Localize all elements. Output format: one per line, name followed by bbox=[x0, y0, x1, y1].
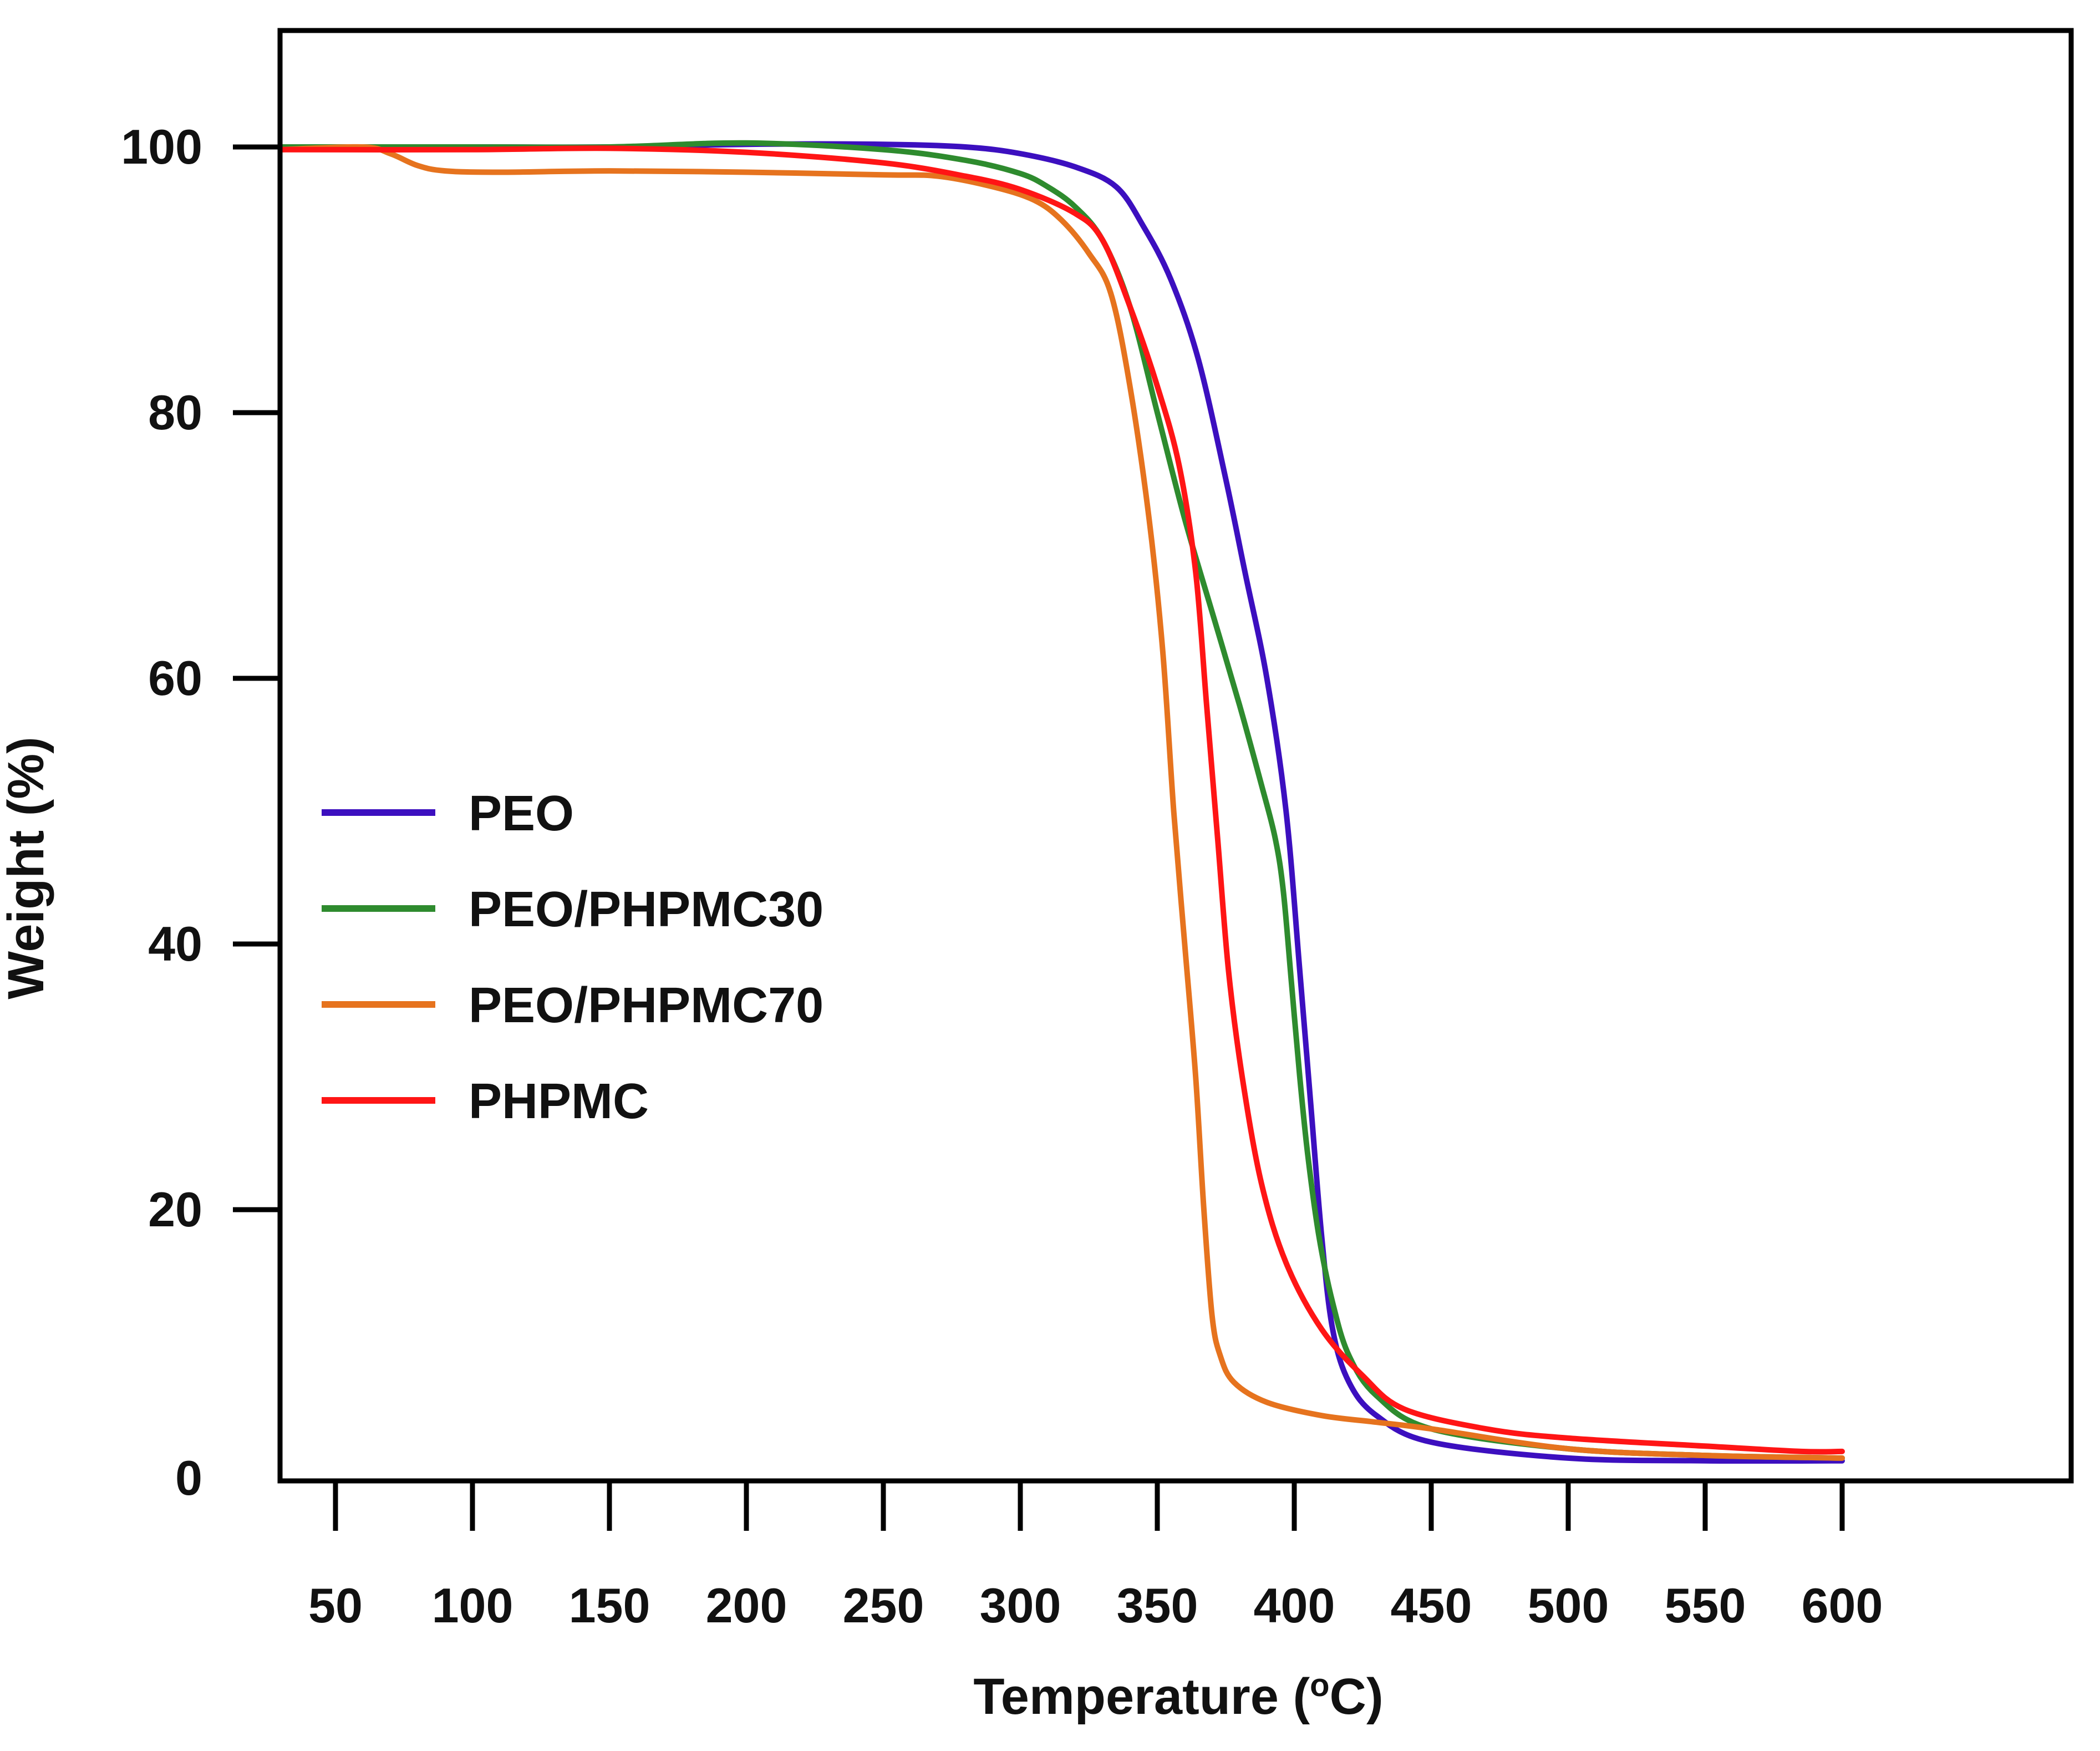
x-tick-label-500: 500 bbox=[1528, 1578, 1609, 1633]
x-tick-label-400: 400 bbox=[1254, 1578, 1335, 1633]
y-tick-label-40: 40 bbox=[148, 916, 202, 971]
y-tick-label-80: 80 bbox=[148, 385, 202, 440]
legend-label-peo-phpmc70: PEO/PHPMC70 bbox=[469, 978, 823, 1033]
series-layer bbox=[278, 140, 1845, 1464]
x-tick-label-50: 50 bbox=[308, 1578, 363, 1633]
x-tick-label-150: 150 bbox=[569, 1578, 650, 1633]
x-axis-title: Temperature (oC) bbox=[973, 1667, 1383, 1725]
x-axis-title-degree: o bbox=[1310, 1667, 1329, 1703]
y-tick-label-20: 20 bbox=[148, 1182, 202, 1237]
y-tick-label-0: 0 bbox=[175, 1450, 202, 1505]
legend: PEO PEO/PHPMC30 PEO/PHPMC70 PHPMC bbox=[322, 786, 823, 1129]
y-tick-label-100: 100 bbox=[121, 119, 202, 174]
x-tick-label-350: 350 bbox=[1117, 1578, 1198, 1633]
x-tick-label-100: 100 bbox=[432, 1578, 513, 1633]
x-tick-label-250: 250 bbox=[843, 1578, 924, 1633]
series-line-peo-phpmc30 bbox=[278, 140, 1845, 1461]
x-tick-label-450: 450 bbox=[1391, 1578, 1472, 1633]
x-axis-title-unit: C) bbox=[1330, 1668, 1384, 1725]
x-axis: 50 100 150 200 250 300 350 400 450 500 550 600 bbox=[308, 1481, 1883, 1633]
x-tick-label-600: 600 bbox=[1802, 1578, 1883, 1633]
y-tick-label-60: 60 bbox=[148, 651, 202, 706]
x-tick-label-300: 300 bbox=[980, 1578, 1061, 1633]
x-axis-title-text: Temperature ( bbox=[973, 1668, 1310, 1725]
y-axis-title: Weight (%) bbox=[0, 737, 54, 999]
legend-label-peo: PEO bbox=[469, 786, 574, 841]
series-line-peo-phpmc70 bbox=[278, 144, 1845, 1461]
plot-frame bbox=[277, 28, 2074, 1484]
series-line-phpmc bbox=[278, 145, 1845, 1455]
x-tick-label-550: 550 bbox=[1665, 1578, 1746, 1633]
legend-label-peo-phpmc30: PEO/PHPMC30 bbox=[469, 882, 823, 937]
x-tick-label-200: 200 bbox=[706, 1578, 787, 1633]
legend-label-phpmc: PHPMC bbox=[469, 1074, 649, 1129]
y-axis: 0 20 40 60 80 100 bbox=[121, 119, 280, 1505]
